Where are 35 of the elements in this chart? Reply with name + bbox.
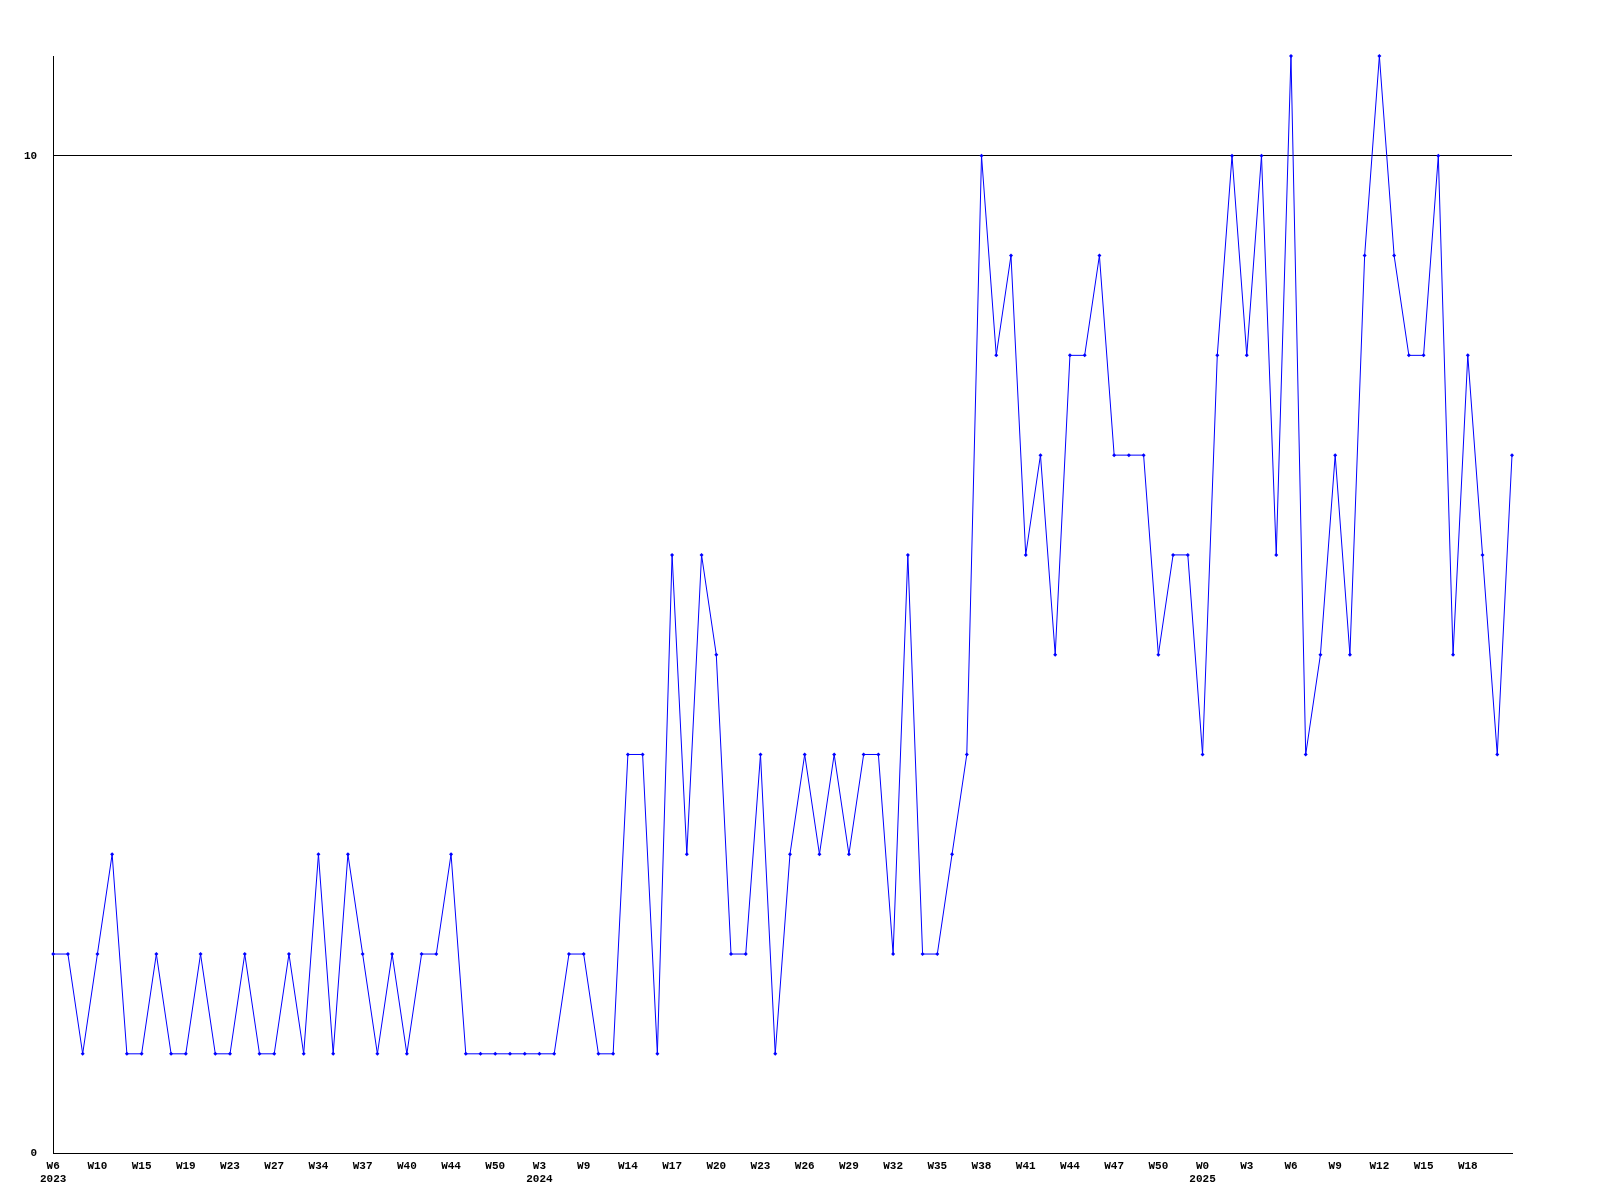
x-tick-label: W41 [1015, 1159, 1037, 1172]
x-tick-label: W40 [396, 1159, 417, 1172]
x-tick-label: W26 [794, 1159, 815, 1172]
x-tick-label: W14 [617, 1159, 639, 1172]
x-tick-label: W50 [1148, 1159, 1169, 1172]
x-tick-label: W29 [839, 1159, 859, 1172]
x-tick-label: W47 [1104, 1159, 1125, 1172]
y-tick-label: 0 [30, 1147, 38, 1160]
x-tick-label: W44 [1060, 1159, 1081, 1172]
x-tick-label: W20 [706, 1159, 727, 1172]
x-tick-label: W38 [971, 1159, 992, 1172]
x-tick-label: W50 [485, 1159, 506, 1172]
x-tick-label: W44 [441, 1159, 462, 1172]
x-tick-label: W0 2025 [1189, 1159, 1217, 1186]
x-tick-label: W35 [927, 1159, 948, 1172]
x-tick-label: W3 [1240, 1159, 1254, 1172]
x-tick-label: W15 [131, 1159, 152, 1172]
x-tick-label: W27 [264, 1159, 285, 1172]
x-tick-label: W23 [750, 1159, 771, 1172]
x-tick-label: W23 [220, 1159, 241, 1172]
x-tick-label: W34 [308, 1159, 329, 1172]
x-tick-label: W32 [883, 1159, 904, 1172]
x-tick-label: W6 [1284, 1159, 1298, 1172]
x-tick-label: W10 [87, 1159, 108, 1172]
x-tick-label: W9 [577, 1159, 591, 1172]
x-tick-label: W3 2024 [526, 1159, 554, 1186]
x-tick-label: W12 [1369, 1159, 1390, 1172]
x-tick-label: W9 [1328, 1159, 1342, 1172]
x-tick-label: W18 [1457, 1159, 1479, 1172]
x-tick-label: W15 [1413, 1159, 1434, 1172]
y-tick-label: 10 [24, 149, 38, 162]
x-tick-label: W19 [175, 1159, 196, 1172]
x-tick-label: W17 [662, 1159, 682, 1172]
x-tick-label: W6 2023 [40, 1159, 67, 1186]
x-tick-label: W37 [352, 1159, 373, 1172]
